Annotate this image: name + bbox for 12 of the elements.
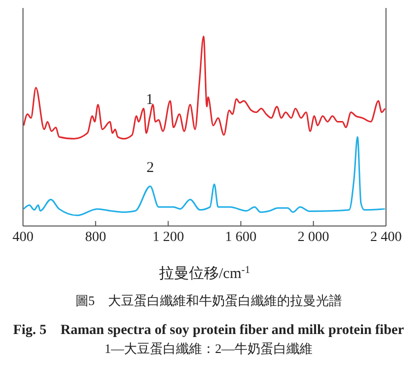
- series-label: 2: [146, 160, 154, 176]
- text: 1—大豆蛋白纖維：2—牛奶蛋白纖維: [104, 340, 314, 358]
- x-tick-label: 1 200: [152, 230, 184, 245]
- x-tick-label: 1 600: [225, 230, 257, 245]
- x-axis-title: 拉曼位移/cm$^{-1}$: [158, 264, 250, 282]
- x-tick-label: 800: [85, 230, 106, 245]
- series-label: 1: [146, 92, 154, 108]
- x-tick-label: 400: [12, 230, 34, 245]
- caption: Fig. 5 Raman spectra of soy protein fiber and milk protein fiber: [12, 322, 405, 340]
- x-tick-label: 2 400: [370, 230, 402, 245]
- caption: 圖5 大豆蛋白纖維和牛奶蛋白纖維的拉曼光譜: [74, 292, 343, 310]
- x-tick-label: 2 000: [298, 230, 330, 245]
